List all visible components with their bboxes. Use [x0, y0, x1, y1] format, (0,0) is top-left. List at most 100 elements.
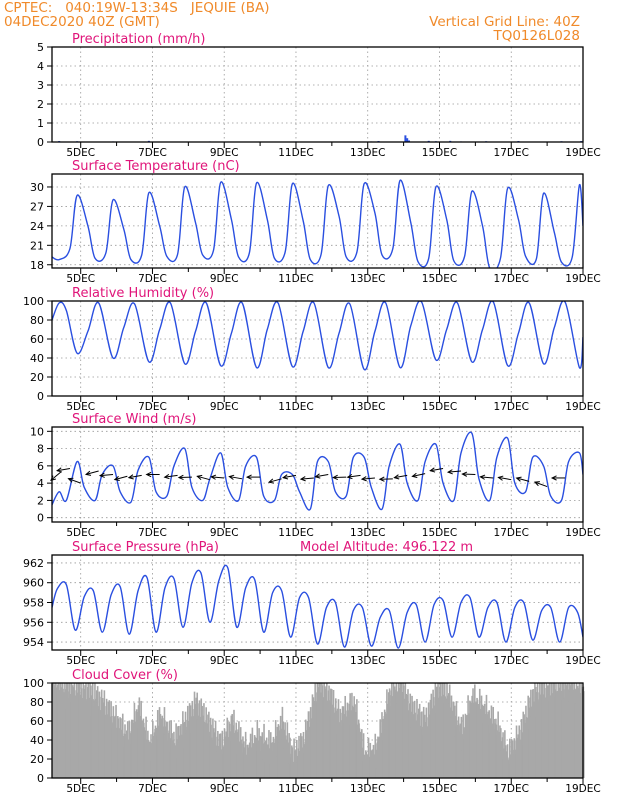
panel-title: Surface Temperature (nC) — [72, 159, 240, 174]
cloud-bar — [176, 739, 178, 778]
y-tick-label: 0 — [37, 512, 44, 525]
wind-arrow-head — [378, 476, 385, 482]
wind-arrow — [300, 477, 314, 480]
wind-arrow-head — [98, 472, 105, 478]
wind-arrow-head — [446, 469, 453, 475]
wind-arrow-head — [346, 473, 353, 480]
cloud-bar — [287, 742, 290, 778]
x-tick-label: 17DEC — [494, 655, 529, 667]
panel-4: 0 2 4 6 8 10 5DEC 7DEC 9DEC 11DEC 13DEC 15DEC 17DEC 1… — [30, 412, 601, 539]
cloud-bar — [150, 734, 152, 778]
x-tick-label: 11DEC — [278, 147, 313, 159]
cloud-bar — [120, 718, 122, 778]
y-tick-label: 40 — [30, 352, 44, 365]
y-tick-label: 40 — [30, 734, 44, 747]
cloud-bar — [291, 747, 294, 778]
wind-arrow-head — [267, 478, 275, 484]
panel-title: Relative Humidity (%) — [72, 286, 214, 301]
cloud-bar — [238, 721, 240, 778]
y-tick-label: 5 — [37, 41, 44, 54]
y-tick-label: 962 — [23, 557, 44, 570]
y-tick-label: 18 — [30, 259, 44, 272]
x-tick-label: 15DEC — [422, 527, 457, 539]
wind-arrow-head — [461, 471, 468, 477]
x-tick-label: 5DEC — [66, 147, 95, 159]
wind-arrow-head — [332, 474, 338, 481]
cloud-bar — [375, 749, 377, 778]
cloud-bar — [286, 722, 289, 778]
wind-arrow-head — [84, 470, 92, 476]
wind-arrow — [480, 476, 494, 479]
wind-arrow-head — [113, 475, 120, 482]
wind-arrow-head — [299, 476, 306, 482]
x-tick-label: 19DEC — [565, 527, 600, 539]
cloud-bar — [365, 756, 368, 778]
x-tick-label: 5DEC — [66, 783, 95, 795]
x-tick-label: 15DEC — [422, 147, 457, 159]
cloud-bar — [219, 733, 222, 778]
cloud-bar — [249, 733, 252, 778]
cloud-bar — [268, 730, 270, 778]
wind-arrow-head — [163, 473, 170, 480]
cloud-bar — [289, 737, 291, 778]
cloud-bar — [504, 745, 507, 778]
wind-arrow — [283, 474, 297, 479]
panel-frame — [51, 173, 584, 269]
x-tick-label: 17DEC — [494, 401, 529, 413]
wind-arrow-head — [282, 474, 289, 480]
panel-3: 0 20 40 60 80 100 5DEC 7DEC 9DEC 11DEC 13DEC 15DEC 1… — [23, 286, 601, 413]
x-tick-label: 19DEC — [565, 273, 600, 285]
wind-arrow — [361, 477, 375, 480]
wind-arrow — [211, 476, 225, 479]
x-tick-label: 5DEC — [66, 527, 95, 539]
y-tick-label: 60 — [30, 333, 44, 346]
cloud-bar — [171, 733, 173, 778]
y-tick-label: 20 — [30, 753, 44, 766]
header-station: CPTEC: 040:19W-13:34S JEQUIE (BA) — [4, 0, 270, 16]
y-tick-label: 2 — [37, 494, 44, 507]
y-tick-label: 954 — [23, 636, 44, 649]
panel-title: Surface Pressure (hPa) — [72, 540, 219, 555]
wind-arrow-head — [533, 481, 540, 487]
precip-bar — [407, 140, 410, 142]
wind-arrow-head — [210, 474, 217, 480]
cloud-bar — [256, 720, 259, 778]
y-tick-label: 20 — [30, 371, 44, 384]
wind-arrow — [394, 474, 408, 479]
wind-arrow — [498, 476, 512, 481]
x-tick-label: 9DEC — [210, 527, 239, 539]
cloud-bar — [362, 733, 365, 778]
cloud-bar — [370, 750, 373, 778]
precip-bar — [406, 138, 409, 142]
wind-arrow — [99, 474, 114, 477]
cloud-bar — [583, 691, 585, 778]
x-tick-label: 13DEC — [350, 273, 385, 285]
panel-frame — [51, 300, 584, 397]
y-tick-label: 0 — [37, 136, 44, 149]
cloud-bar — [460, 716, 463, 778]
wind-arrow-head — [314, 473, 321, 479]
wind-arrow — [268, 478, 282, 483]
cloud-bar — [273, 738, 275, 778]
wind-arrow-head — [56, 467, 63, 473]
x-tick-label: 9DEC — [210, 783, 239, 795]
cloud-bar — [374, 733, 377, 778]
wind-arrow-head — [67, 477, 74, 483]
x-tick-label: 11DEC — [278, 783, 313, 795]
x-tick-label: 17DEC — [494, 527, 529, 539]
y-tick-label: 1 — [37, 117, 44, 130]
header-model-id: TQ0126L028 — [493, 28, 580, 44]
cloud-bar — [363, 754, 366, 778]
panel-2: 18 21 24 27 30 5DEC 7DEC 9DEC 11DEC 13DEC 15DEC 17D… — [30, 159, 601, 285]
wind-arrow-head — [360, 476, 367, 482]
y-tick-label: 0 — [37, 772, 44, 785]
cloud-bar — [511, 740, 514, 778]
precip-bar — [404, 135, 407, 142]
cloud-bar — [361, 729, 363, 778]
y-tick-label: 24 — [30, 220, 44, 233]
x-tick-label: 5DEC — [66, 401, 95, 413]
cloud-bar — [126, 721, 129, 778]
cloud-bar — [368, 756, 371, 778]
wind-arrow-head — [127, 474, 134, 480]
